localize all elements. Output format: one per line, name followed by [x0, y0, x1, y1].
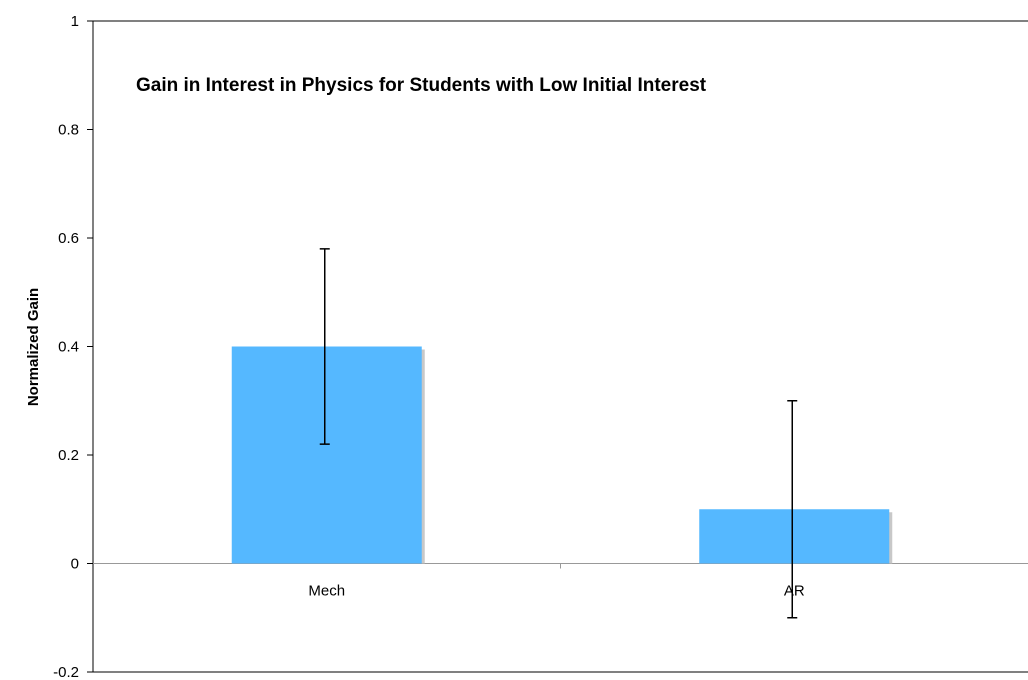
- y-tick-label: 1: [71, 13, 79, 30]
- bars: [231, 346, 893, 564]
- y-tick-label: 0.2: [58, 447, 79, 464]
- y-tick-label: 0: [71, 556, 79, 573]
- error-bars: [319, 248, 798, 619]
- y-axis-label: Normalized Gain: [25, 288, 42, 406]
- y-axis-ticks: -0.2 0 0.2 0.4 0.6 0.8 1: [53, 13, 93, 680]
- x-tick-label: AR: [784, 583, 805, 600]
- y-tick-label: -0.2: [53, 664, 79, 680]
- bar-ar: [699, 509, 890, 564]
- y-tick-label: 0.8: [58, 122, 79, 139]
- y-tick-label: 0.4: [58, 339, 79, 356]
- bar-mech: [231, 346, 422, 564]
- y-tick-label: 0.6: [58, 230, 79, 247]
- chart-title: Gain in Interest in Physics for Students…: [136, 75, 707, 96]
- x-tick-label: Mech: [308, 583, 345, 600]
- x-axis-labels: Mech AR: [308, 563, 805, 600]
